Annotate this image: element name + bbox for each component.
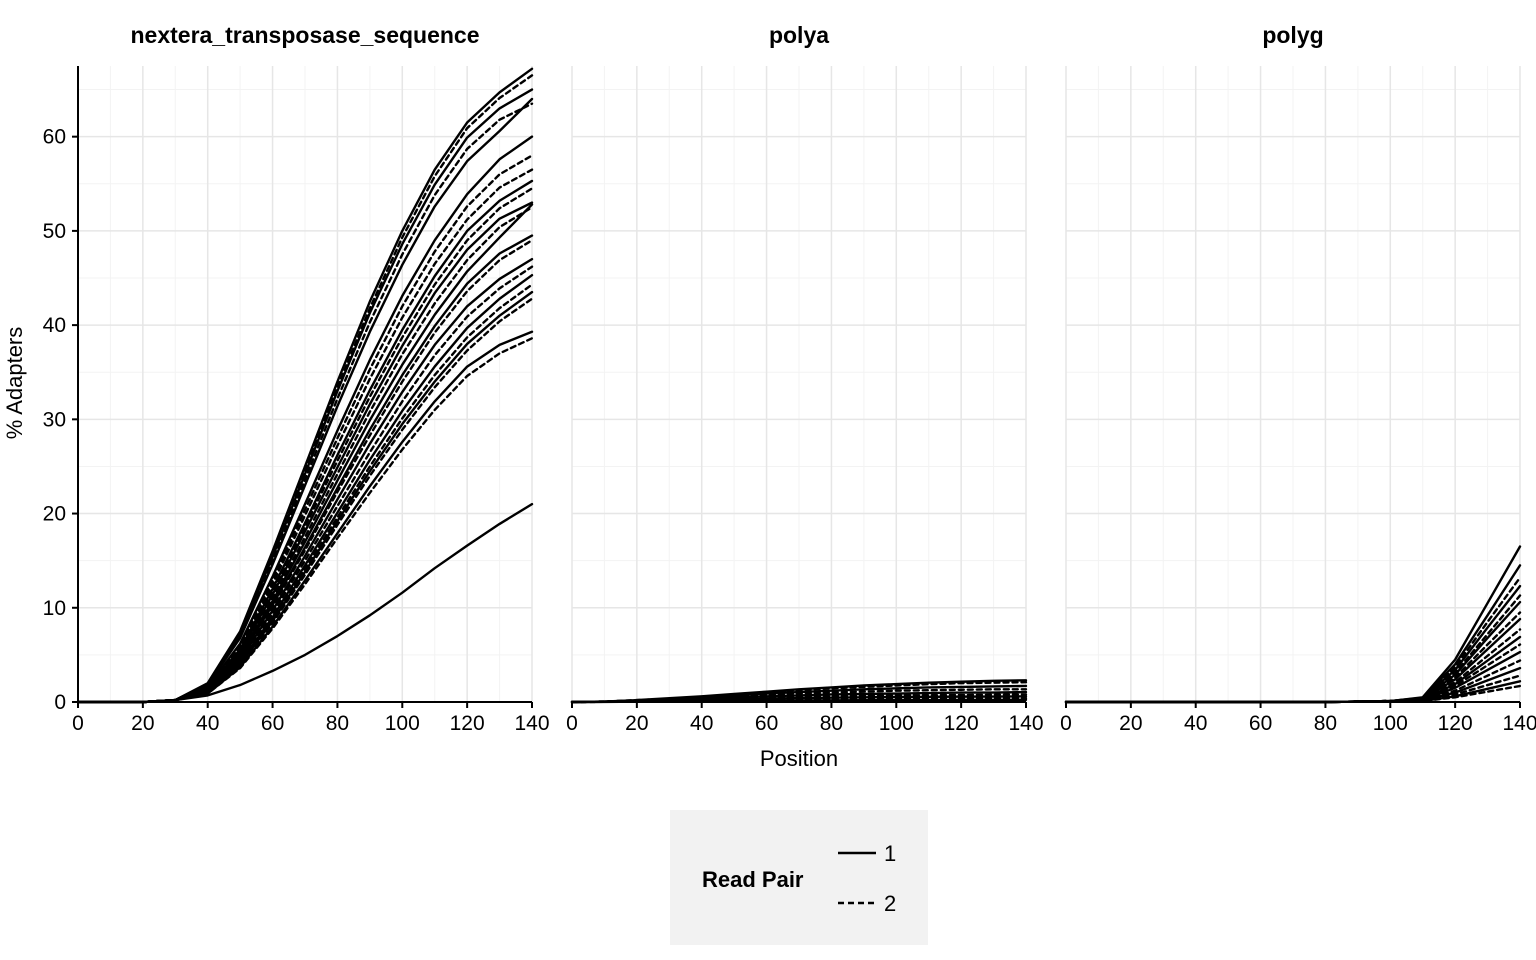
legend-label-read-pair-2: 2	[884, 891, 896, 916]
y-tick-label: 0	[54, 691, 66, 714]
x-tick-label: 0	[1060, 712, 1072, 735]
x-tick-label: 100	[385, 712, 420, 735]
x-tick-label: 20	[625, 712, 648, 735]
legend: Read Pair 1 2	[670, 810, 928, 945]
x-tick-label: 80	[820, 712, 843, 735]
x-tick-label: 0	[72, 712, 84, 735]
x-tick-label: 40	[196, 712, 219, 735]
y-tick-label: 40	[43, 314, 66, 337]
y-tick-label: 30	[43, 408, 66, 431]
panel-polya: polya 0 20 40 60 80 100 120 140	[566, 22, 1043, 735]
x-tick-label: 80	[326, 712, 349, 735]
x-tick-label: 80	[1314, 712, 1337, 735]
x-tick-label: 60	[261, 712, 284, 735]
x-tick-label: 140	[1008, 712, 1043, 735]
grid	[571, 66, 1027, 703]
x-axis-title: Position	[760, 746, 838, 771]
x-tick-label: 60	[1249, 712, 1272, 735]
y-tick-label: 20	[43, 503, 66, 526]
x-tick-label: 100	[879, 712, 914, 735]
legend-background	[670, 810, 928, 945]
x-tick-label: 120	[1438, 712, 1473, 735]
panel-polyg: polyg 0 20 40 60 80 100 120 140	[1060, 22, 1536, 735]
x-tick-label: 120	[450, 712, 485, 735]
y-tick-label: 10	[43, 597, 66, 620]
x-tick-label: 20	[131, 712, 154, 735]
x-tick-label: 100	[1373, 712, 1408, 735]
x-tick-label: 40	[1184, 712, 1207, 735]
grid	[1065, 66, 1521, 703]
panel-title-nextera-transposase-sequence: nextera_transposase_sequence	[130, 22, 479, 48]
x-tick-label: 140	[1502, 712, 1536, 735]
legend-title: Read Pair	[702, 867, 804, 892]
panel-title-polya: polya	[769, 22, 829, 48]
x-tick-label: 120	[944, 712, 979, 735]
x-tick-label: 20	[1119, 712, 1142, 735]
y-tick-label: 60	[43, 126, 66, 149]
legend-label-read-pair-1: 1	[884, 841, 896, 866]
x-tick-label: 60	[755, 712, 778, 735]
y-tick-label: 50	[43, 220, 66, 243]
grid	[77, 66, 533, 703]
x-tick-label: 0	[566, 712, 578, 735]
y-axis-title: % Adapters	[2, 327, 27, 440]
x-tick-label: 140	[514, 712, 549, 735]
x-tick-label: 40	[690, 712, 713, 735]
panel-title-polyg: polyg	[1262, 22, 1323, 48]
